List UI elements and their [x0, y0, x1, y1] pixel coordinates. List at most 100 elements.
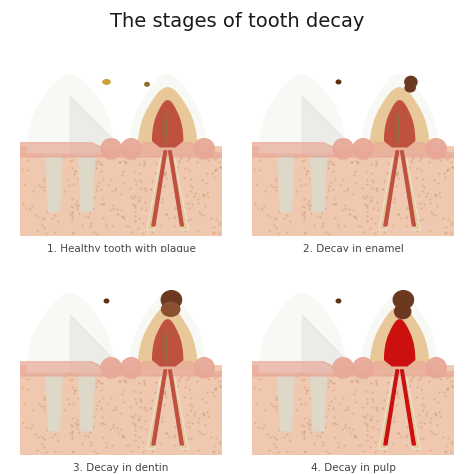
Point — [154, 387, 162, 394]
Point — [111, 184, 119, 191]
Point — [202, 179, 210, 187]
Point — [69, 448, 77, 456]
Point — [301, 229, 309, 237]
Point — [393, 390, 401, 397]
Point — [168, 157, 175, 164]
Point — [99, 175, 106, 182]
Polygon shape — [19, 252, 222, 364]
Point — [51, 183, 58, 191]
Point — [179, 437, 187, 445]
Point — [435, 169, 443, 177]
Point — [134, 443, 142, 450]
Point — [132, 400, 139, 407]
Point — [299, 421, 306, 428]
Point — [445, 372, 453, 380]
Point — [306, 201, 314, 209]
Point — [330, 195, 338, 202]
Point — [272, 174, 280, 182]
Point — [152, 400, 159, 408]
Point — [369, 423, 376, 431]
Point — [317, 405, 324, 412]
Point — [347, 366, 355, 374]
Point — [73, 206, 81, 213]
Ellipse shape — [391, 339, 409, 357]
Point — [417, 166, 425, 174]
Point — [306, 175, 313, 182]
Point — [172, 180, 179, 187]
Point — [26, 367, 33, 374]
Point — [79, 441, 86, 448]
Point — [102, 224, 110, 231]
Point — [350, 431, 358, 439]
Point — [177, 198, 185, 206]
Point — [148, 177, 156, 184]
Point — [378, 185, 385, 192]
Point — [109, 201, 117, 209]
Point — [131, 176, 138, 183]
Point — [198, 396, 206, 403]
Point — [199, 190, 207, 198]
Point — [379, 185, 387, 193]
Point — [324, 405, 332, 413]
Point — [173, 164, 181, 172]
Point — [140, 185, 148, 193]
Point — [140, 381, 147, 388]
Point — [386, 150, 394, 158]
Point — [283, 158, 291, 165]
Point — [319, 368, 327, 376]
Point — [130, 168, 138, 175]
Point — [86, 384, 94, 392]
Point — [331, 201, 339, 208]
Point — [392, 368, 400, 375]
Point — [177, 154, 185, 162]
Point — [158, 198, 166, 205]
Point — [172, 422, 180, 430]
Point — [261, 187, 269, 195]
Point — [383, 169, 391, 177]
Point — [136, 415, 143, 423]
Point — [140, 378, 147, 386]
Point — [29, 187, 37, 195]
Point — [314, 155, 321, 162]
Point — [167, 383, 174, 391]
Point — [352, 433, 360, 441]
Polygon shape — [278, 372, 294, 431]
Point — [44, 390, 52, 398]
Point — [407, 375, 415, 383]
Point — [367, 379, 375, 387]
Point — [371, 219, 378, 227]
Point — [270, 440, 278, 448]
Polygon shape — [147, 151, 167, 230]
Point — [338, 206, 346, 214]
Point — [442, 442, 449, 449]
Point — [170, 433, 177, 441]
Point — [442, 173, 449, 181]
Point — [68, 216, 76, 223]
Point — [122, 158, 130, 165]
Point — [183, 411, 191, 419]
Point — [374, 206, 382, 213]
Point — [175, 182, 183, 190]
Point — [386, 191, 394, 199]
Point — [386, 167, 393, 175]
Point — [283, 402, 290, 410]
Point — [303, 200, 310, 208]
Point — [399, 383, 406, 391]
Point — [180, 422, 188, 430]
Point — [36, 149, 44, 157]
Point — [372, 159, 380, 167]
Point — [303, 386, 311, 394]
Point — [360, 447, 368, 455]
Point — [389, 366, 397, 374]
Point — [278, 427, 285, 434]
Ellipse shape — [101, 358, 121, 378]
Point — [96, 377, 103, 384]
Text: 4. Decay in pulp: 4. Decay in pulp — [310, 463, 395, 473]
Point — [69, 164, 76, 172]
Point — [85, 386, 92, 394]
Point — [171, 412, 179, 419]
Point — [141, 199, 149, 206]
Polygon shape — [278, 153, 294, 212]
Point — [420, 419, 428, 427]
Point — [305, 202, 313, 210]
